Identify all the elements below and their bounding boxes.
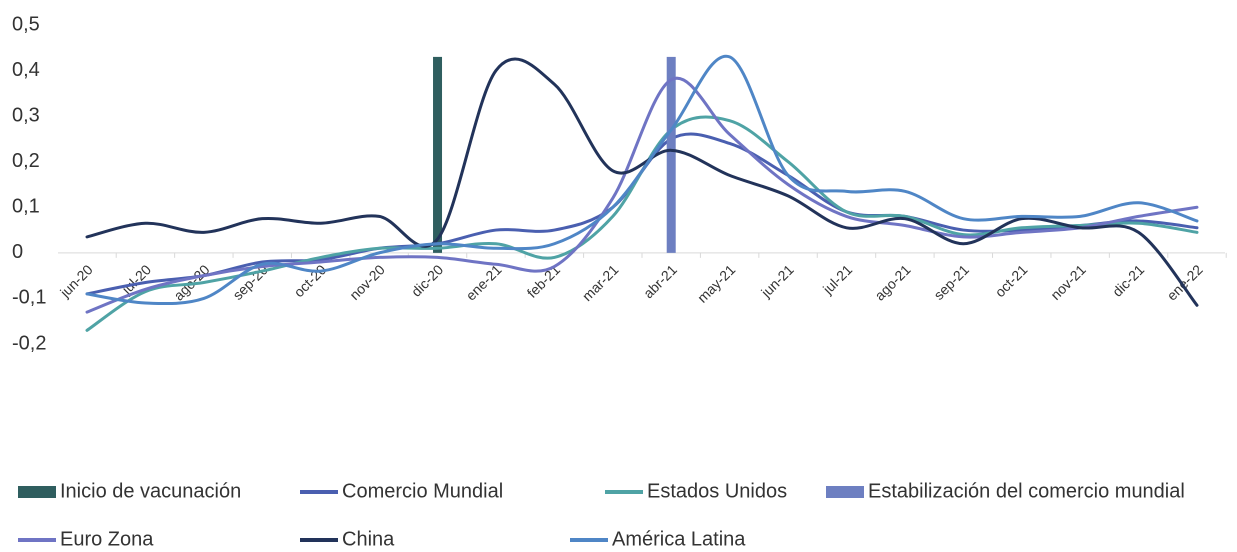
y-tick-label: 0,3: [12, 104, 40, 126]
legend-label: Estados Unidos: [647, 480, 787, 502]
legend-label: Euro Zona: [60, 528, 154, 550]
x-tick-label: jun-21: [757, 261, 797, 301]
x-tick-label: nov-20: [346, 261, 388, 303]
x-tick-label: nov-21: [1047, 261, 1089, 303]
series-line: [85, 115, 1199, 332]
y-tick-label: -0,2: [12, 332, 46, 354]
legend-label: Estabilización del comercio mundial: [868, 480, 1185, 502]
x-tick-label: may-21: [694, 261, 738, 305]
x-tick-label: abr-21: [640, 261, 680, 301]
x-tick-label: dic-21: [1109, 261, 1147, 299]
x-tick-label: feb-21: [524, 261, 564, 301]
x-tick-label: ene-21: [463, 261, 505, 303]
legend-swatch: [826, 486, 864, 498]
x-tick-label: oct-21: [992, 261, 1031, 300]
legend-label: China: [342, 528, 395, 550]
x-tick-label: sep-21: [930, 261, 972, 303]
y-tick-label: 0,4: [12, 59, 40, 81]
legend-label: Inicio de vacunación: [60, 480, 241, 502]
legend-label: América Latina: [612, 528, 746, 550]
marker-bar: [666, 56, 676, 253]
series-line: [85, 57, 1199, 307]
x-tick-label: dic-20: [408, 261, 446, 299]
legend-swatch: [18, 486, 56, 498]
x-tick-label: mar-21: [579, 261, 622, 304]
x-tick-label: jul-21: [819, 261, 855, 297]
legend-label: Comercio Mundial: [342, 480, 503, 502]
y-tick-label: 0,5: [12, 13, 40, 35]
y-tick-label: -0,1: [12, 287, 46, 309]
y-tick-label: 0,2: [12, 150, 40, 172]
series-line: [85, 54, 1199, 306]
y-tick-label: 0,1: [12, 196, 40, 218]
marker-bar: [433, 56, 443, 253]
x-tick-label: ago-21: [871, 261, 913, 303]
y-tick-label: 0: [12, 241, 23, 263]
